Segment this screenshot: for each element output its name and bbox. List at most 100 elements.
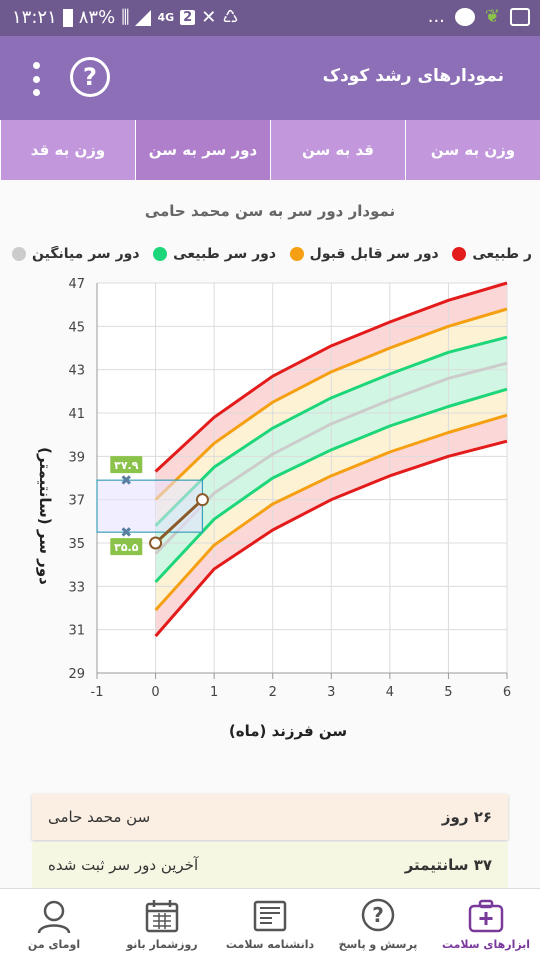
question-icon: ? — [361, 898, 395, 932]
more-notifications: ... — [427, 6, 445, 27]
nav-encyclopedia[interactable]: دانشنامه سلامت — [216, 889, 324, 960]
notification-icon: ♺ — [222, 7, 239, 28]
leaf-notification-icon: ❦ — [484, 6, 500, 27]
gallery-notification-icon — [510, 7, 530, 26]
overflow-menu-icon[interactable] — [22, 60, 50, 98]
nav-label: روزشمار بانو — [126, 938, 198, 951]
y-tick-label: 39 — [68, 450, 85, 465]
last-measurement-value: ۳۷ سانتیمتر — [404, 856, 492, 874]
chart-tabs: وزن به سن قد به سن دور سر به سن وزن به ق… — [0, 120, 540, 180]
x-tick-label: 6 — [503, 685, 511, 700]
measurement-range-box — [96, 479, 204, 533]
legend-label: ر طبیعی — [472, 246, 532, 262]
series-line — [154, 439, 508, 638]
legend-dot — [12, 247, 26, 261]
legend-dot — [289, 247, 304, 261]
network-type: 4G — [157, 11, 175, 24]
legend-item[interactable]: دور سر میانگین — [12, 246, 140, 262]
child-measurement-point — [195, 493, 209, 507]
legend-label: دور سر طبیعی — [173, 246, 277, 262]
y-tick-label: 41 — [68, 407, 85, 422]
y-tick-label: 35 — [68, 537, 85, 552]
nav-health-tools[interactable]: ابزارهای سلامت — [432, 889, 540, 960]
medical-kit-icon — [468, 899, 504, 933]
nav-calendar[interactable]: روزشمار بانو — [108, 889, 216, 960]
range-label-bg — [110, 538, 143, 556]
status-bar: ۱۳:۲۱ ۸۳% ⫼ 4G 2 ✕ ♺ ... ❦ — [0, 0, 540, 36]
y-tick-label: 43 — [68, 364, 85, 379]
y-tick-label: 47 — [68, 277, 85, 292]
range-label: ۳۵.۵ — [114, 541, 139, 554]
child-measurement-point — [149, 536, 163, 550]
battery-percent: ۸۳% — [78, 7, 116, 28]
y-tick-label: 45 — [68, 320, 85, 335]
signal-icon: ⫼ — [121, 7, 130, 28]
nav-label: دانشنامه سلامت — [225, 938, 315, 951]
child-age-card: سن محمد حامی ۲۶ روز — [32, 794, 508, 840]
nav-profile[interactable]: اومای من — [0, 889, 108, 960]
range-marker: ✖ — [120, 525, 132, 541]
x-tick-label: 0 — [151, 685, 159, 700]
series-line — [154, 307, 508, 501]
series-line — [154, 281, 508, 473]
x-tick-label: 4 — [386, 685, 394, 700]
tab-weight-for-height[interactable]: وزن به قد — [0, 120, 135, 180]
percentile-band — [155, 283, 508, 500]
y-tick-label: 37 — [68, 494, 85, 509]
range-label-bg — [110, 456, 143, 474]
app-bar: ? نمودارهای رشد کودک — [0, 36, 540, 120]
encyclopedia-icon — [253, 900, 287, 932]
x-tick-label: 2 — [269, 685, 277, 700]
nav-label: ابزارهای سلامت — [441, 938, 531, 951]
tab-height-for-age[interactable]: قد به سن — [270, 120, 405, 180]
percentile-band — [155, 337, 508, 582]
nav-label: پرسش و پاسخ — [338, 938, 418, 951]
legend-label: دور سر میانگین — [32, 246, 140, 262]
tab-head-circumference-for-age[interactable]: دور سر به سن — [135, 120, 270, 180]
content-area: نمودار دور سر به سن محمد حامی ر طبیعی دو… — [0, 180, 540, 888]
battery-icon — [62, 8, 73, 27]
svg-text:?: ? — [372, 903, 384, 927]
tab-weight-for-age[interactable]: وزن به سن — [405, 120, 540, 180]
legend-dot — [452, 247, 467, 261]
nav-label: اومای من — [27, 938, 81, 951]
series-line — [154, 413, 508, 612]
legend-item[interactable]: دور سر طبیعی — [153, 246, 276, 262]
child-age-value: ۲۶ روز — [441, 808, 492, 826]
range-label: ۳۷.۹ — [114, 459, 139, 472]
chart-legend: ر طبیعی دور سر قابل قبول دور سر طبیعی دو… — [12, 246, 532, 262]
bottom-navigation: ابزارهای سلامت ? پرسش و پاسخ دانشنامه سل… — [0, 888, 540, 960]
series-line — [154, 387, 508, 584]
y-tick-label: 33 — [68, 580, 85, 595]
profile-icon — [37, 900, 71, 934]
status-left: ۱۳:۲۱ ۸۳% ⫼ 4G 2 ✕ ♺ — [12, 7, 238, 28]
legend-item[interactable]: دور سر قابل قبول — [289, 246, 439, 262]
x-tick-label: 1 — [210, 685, 218, 700]
legend-dot — [153, 247, 168, 261]
app-title: نمودارهای رشد کودک — [322, 66, 504, 86]
app-notification-icon — [454, 7, 475, 26]
legend-label: دور سر قابل قبول — [309, 246, 439, 262]
x-tick-label: -1 — [91, 685, 104, 700]
series-line — [154, 335, 508, 527]
nav-questions[interactable]: ? پرسش و پاسخ — [324, 889, 432, 960]
x-tick-label: 3 — [327, 685, 335, 700]
calendar-icon — [145, 900, 179, 933]
signal-strength-icon — [135, 9, 152, 26]
band-layer — [97, 283, 508, 673]
help-button[interactable]: ? — [70, 57, 110, 97]
child-age-label: سن محمد حامی — [48, 808, 151, 826]
measurement-overlay: ✖۳۷.۹✖۳۵.۵ — [96, 456, 209, 556]
x-tick-label: 5 — [444, 685, 452, 700]
legend-item[interactable]: ر طبیعی — [452, 246, 532, 262]
last-head-circumference-card: آخرین دور سر ثبت شده ۳۷ سانتیمتر — [32, 842, 508, 888]
percentile-band — [155, 415, 508, 637]
series-line — [154, 361, 508, 555]
range-marker: ✖ — [120, 473, 132, 489]
y-tick-label: 29 — [68, 667, 85, 682]
sim-slot-icon: 2 — [180, 10, 196, 25]
status-right: ... ❦ — [428, 6, 530, 27]
y-tick-label: 31 — [68, 624, 85, 639]
last-measurement-label: آخرین دور سر ثبت شده — [48, 856, 199, 874]
